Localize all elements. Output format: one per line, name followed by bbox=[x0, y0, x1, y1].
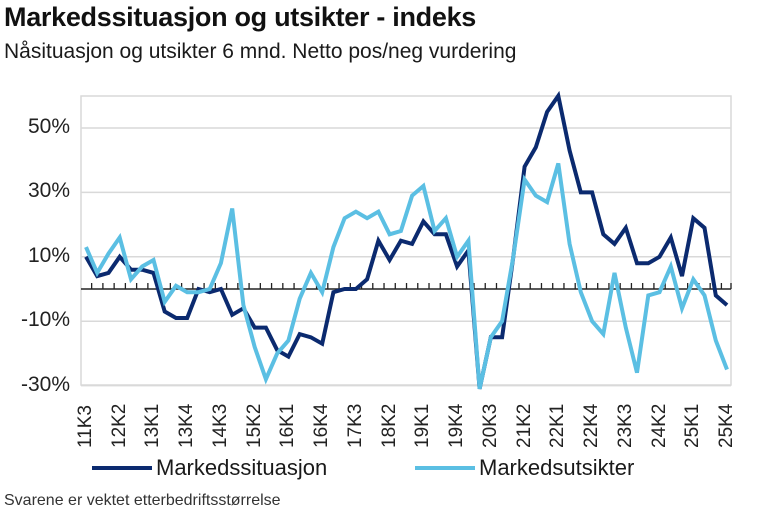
x-tick-label: 13K1 bbox=[142, 403, 164, 448]
x-tick-label: 19K4 bbox=[446, 403, 468, 448]
x-tick-label: 23K3 bbox=[614, 403, 636, 448]
x-tick-label: 15K2 bbox=[243, 403, 265, 448]
legend-label: Markedssituasjon bbox=[156, 455, 328, 480]
x-tick-label: 21K2 bbox=[513, 403, 535, 448]
footnote: Svarene er vektet etterbedriftsstørrelse bbox=[4, 492, 281, 509]
legend-item-markedsutsikter: Markedsutsikter bbox=[415, 455, 634, 481]
legend-item-markedssituasjon: Markedssituasjon bbox=[92, 455, 327, 481]
x-tick-label: 24K2 bbox=[648, 403, 670, 448]
y-tick-label: 10% bbox=[27, 243, 70, 267]
x-tick-label: 13K4 bbox=[176, 403, 198, 448]
series-layer bbox=[84, 90, 729, 390]
x-tick-label: 18K2 bbox=[378, 403, 400, 448]
grid-layer bbox=[80, 95, 732, 387]
y-tick-label: -10% bbox=[20, 308, 70, 332]
x-tick-label: 22K4 bbox=[581, 403, 603, 448]
legend-label: Markedsutsikter bbox=[479, 455, 635, 480]
x-tick-label: 16K4 bbox=[311, 403, 333, 448]
x-tick-label: 11K3 bbox=[75, 405, 96, 448]
y-tick-label: 50% bbox=[27, 115, 70, 138]
x-tick-label: 12K2 bbox=[108, 403, 130, 448]
series-line-markedsutsikter bbox=[84, 162, 729, 390]
y-tick-label: -30% bbox=[20, 372, 70, 396]
x-tick-label: 14K3 bbox=[209, 403, 231, 448]
x-tick-label: 16K1 bbox=[277, 403, 299, 448]
legend: Markedssituasjon Markedsutsikter bbox=[0, 455, 770, 481]
y-tick-label: 30% bbox=[27, 179, 70, 203]
x-tick-label: 25K4 bbox=[716, 403, 737, 448]
chart-title: Markedssituasjon og utsikter - indeks bbox=[4, 2, 477, 32]
x-tick-label: 17K3 bbox=[344, 403, 366, 448]
series-line-markedssituasjon bbox=[84, 90, 729, 390]
x-tick-label: 22K1 bbox=[547, 403, 569, 448]
x-tick-label: 25K1 bbox=[682, 403, 704, 448]
legend-swatch-markedsutsikter bbox=[415, 466, 475, 470]
x-tick-label: 20K3 bbox=[479, 403, 501, 448]
x-tick-label: 19K1 bbox=[412, 403, 434, 448]
legend-swatch-markedssituasjon bbox=[92, 466, 152, 470]
chart-subtitle: Nåsituasjon og utsikter 6 mnd. Netto pos… bbox=[4, 40, 517, 63]
